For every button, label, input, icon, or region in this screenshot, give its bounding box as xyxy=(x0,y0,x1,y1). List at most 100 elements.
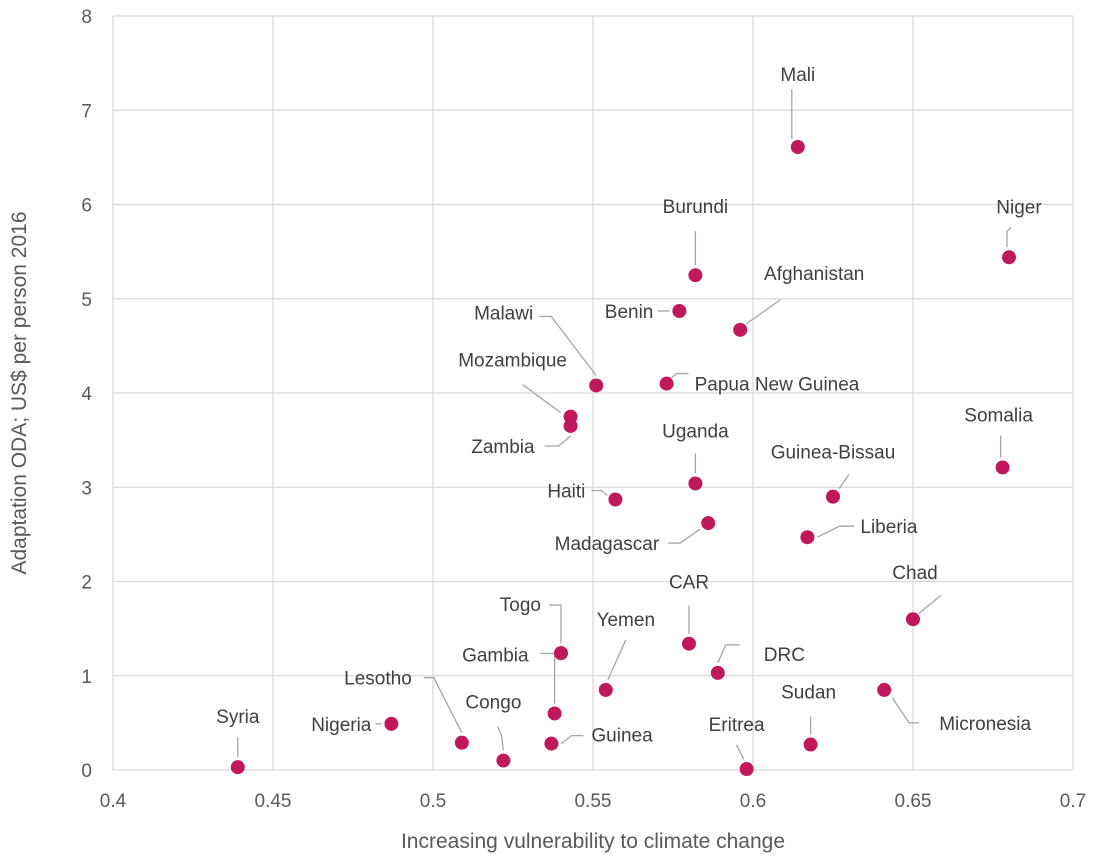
leader-line xyxy=(891,697,920,724)
data-point xyxy=(688,268,703,283)
leader-line xyxy=(736,744,745,760)
data-point xyxy=(563,418,578,433)
leader-line xyxy=(745,299,781,325)
leader-line xyxy=(817,525,855,538)
data-points xyxy=(230,140,1016,777)
point-label: CAR xyxy=(669,573,709,594)
point-label: Gambia xyxy=(462,645,529,666)
point-label: Somalia xyxy=(964,405,1033,426)
point-label: Guinea xyxy=(591,726,653,747)
data-point xyxy=(803,737,818,752)
x-axis-ticks: 0.4 0.45 0.5 0.55 0.6 0.65 0.7 xyxy=(100,791,1086,812)
point-label: Chad xyxy=(892,563,937,584)
leader-line xyxy=(918,594,942,614)
leader-line xyxy=(539,315,597,376)
point-label: Afghanistan xyxy=(764,264,864,285)
point-label: Papua New Guinea xyxy=(695,375,860,396)
point-label: Nigeria xyxy=(311,715,372,736)
data-point xyxy=(995,460,1010,475)
point-label: Syria xyxy=(216,707,260,728)
point-label: Mali xyxy=(780,65,815,86)
leader-line xyxy=(838,474,850,490)
x-axis-title: Increasing vulnerability to climate chan… xyxy=(401,830,785,853)
x-tick-label: 0.45 xyxy=(255,791,292,812)
point-label: Togo xyxy=(500,595,541,616)
data-point xyxy=(496,753,511,768)
point-label: Benin xyxy=(605,302,654,323)
data-point xyxy=(544,736,559,751)
data-point xyxy=(688,476,703,491)
data-point xyxy=(733,322,748,337)
data-point xyxy=(800,530,815,545)
leader-line xyxy=(549,604,562,644)
y-tick-label: 8 xyxy=(81,7,92,28)
x-tick-label: 0.65 xyxy=(895,791,932,812)
data-point xyxy=(454,735,469,750)
x-tick-label: 0.4 xyxy=(100,791,127,812)
data-point xyxy=(230,760,245,775)
point-label: Eritrea xyxy=(709,715,765,736)
point-label: Guinea-Bissau xyxy=(771,443,896,464)
x-tick-label: 0.6 xyxy=(740,791,766,812)
point-label: Micronesia xyxy=(939,714,1031,735)
leader-line xyxy=(496,726,505,751)
point-label: Sudan xyxy=(781,683,836,704)
leader-line xyxy=(607,639,627,681)
point-label: Malawi xyxy=(474,303,533,324)
y-axis-ticks: 0 1 2 3 4 5 6 7 8 xyxy=(81,7,92,782)
data-point xyxy=(877,682,892,697)
label-leader-lines xyxy=(237,89,1012,760)
y-tick-label: 5 xyxy=(81,290,92,311)
y-tick-label: 1 xyxy=(81,667,92,688)
leader-line xyxy=(717,644,740,664)
x-tick-label: 0.5 xyxy=(420,791,446,812)
data-point xyxy=(701,516,716,531)
y-tick-label: 4 xyxy=(81,384,92,405)
point-label: Lesotho xyxy=(344,669,412,690)
data-point xyxy=(826,489,840,504)
y-tick-label: 6 xyxy=(81,196,92,217)
gridlines xyxy=(112,15,1074,771)
data-point xyxy=(682,636,696,651)
leader-line xyxy=(522,384,561,414)
data-point xyxy=(554,646,568,661)
data-point xyxy=(608,492,623,507)
data-point xyxy=(547,706,562,721)
y-tick-label: 2 xyxy=(81,573,92,594)
x-tick-label: 0.55 xyxy=(575,791,612,812)
data-point xyxy=(790,140,805,155)
point-label: DRC xyxy=(764,645,805,666)
data-point xyxy=(589,378,604,393)
point-label: Mozambique xyxy=(458,351,567,372)
point-label: Yemen xyxy=(597,610,655,631)
data-point xyxy=(659,376,674,391)
y-axis-title: Adaptation ODA; US$ per person 2016 xyxy=(8,211,31,574)
data-point xyxy=(906,612,920,627)
point-label: Uganda xyxy=(662,421,729,442)
data-point xyxy=(598,682,613,697)
leader-line xyxy=(544,435,572,447)
leader-line xyxy=(668,528,701,544)
x-tick-label: 0.7 xyxy=(1060,791,1086,812)
data-point xyxy=(710,665,725,680)
point-labels: Mali Niger Burundi Benin Afghanistan Malawi Pa… xyxy=(216,65,1042,747)
point-label: Madagascar xyxy=(555,534,660,555)
leader-line xyxy=(540,652,556,704)
y-tick-label: 7 xyxy=(81,101,92,122)
leader-line xyxy=(560,734,584,745)
point-label: Niger xyxy=(996,197,1042,218)
leader-line xyxy=(423,677,463,733)
point-label: Congo xyxy=(465,693,521,714)
data-point xyxy=(1002,250,1016,265)
point-label: Haiti xyxy=(547,482,585,503)
y-tick-label: 0 xyxy=(81,761,92,782)
point-label: Liberia xyxy=(860,517,917,538)
leader-line xyxy=(671,372,689,379)
data-point xyxy=(384,716,399,731)
leader-line xyxy=(591,489,608,497)
data-point xyxy=(672,304,687,319)
y-tick-label: 3 xyxy=(81,478,92,499)
data-point xyxy=(739,762,754,777)
